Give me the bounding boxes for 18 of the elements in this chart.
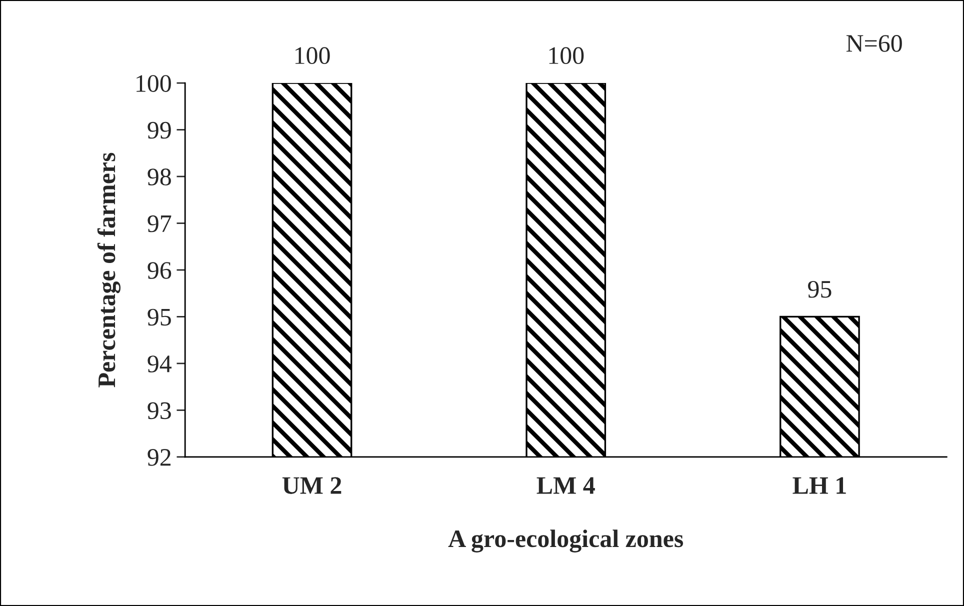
y-tick-label: 93 [148, 402, 171, 420]
y-tick-label: 95 [148, 308, 171, 326]
y-axis-title: Percentage of farmers [97, 152, 121, 388]
data-label: 95 [808, 280, 832, 298]
x-tick-label: LM 4 [536, 477, 595, 494]
y-tick-label: 98 [148, 168, 171, 186]
data-label: 100 [295, 47, 330, 64]
data-label: 100 [549, 47, 584, 64]
y-tick-label: 92 [148, 449, 171, 466]
y-tick-label: 97 [148, 215, 172, 232]
y-tick-label: 94 [148, 356, 172, 372]
y-tick-label: 99 [148, 122, 171, 139]
text: N=60 [846, 35, 902, 52]
y-tick-label: 100 [136, 75, 171, 92]
x-tick-label: UM 2 [282, 477, 342, 494]
x-tick-label: LH 1 [792, 477, 846, 494]
y-tick-label: 96 [148, 262, 172, 279]
x-axis-title: A gro-ecological zones [448, 530, 684, 552]
